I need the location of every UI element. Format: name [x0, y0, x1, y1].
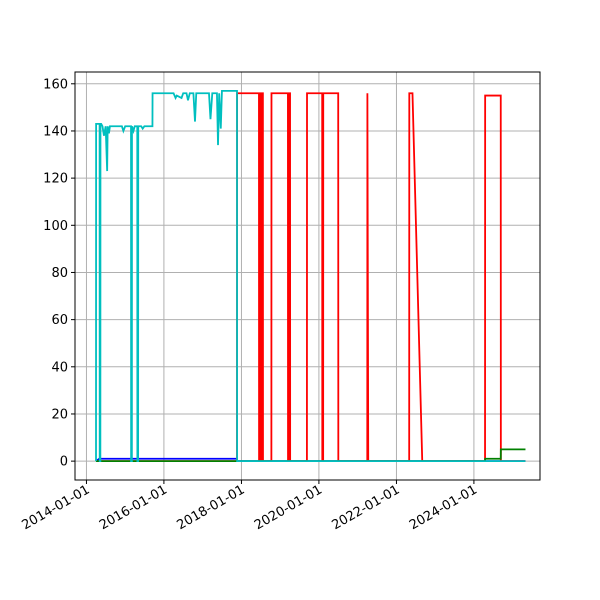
- y-tick-label: 20: [51, 407, 68, 422]
- y-tick-label: 160: [43, 77, 68, 92]
- y-tick-label: 0: [60, 455, 68, 470]
- series-line-3: [95, 89, 526, 463]
- y-tick-label: 80: [51, 266, 68, 281]
- plot-frame: [74, 71, 541, 481]
- y-tick-label: 60: [51, 313, 68, 328]
- y-tick-label: 140: [43, 124, 68, 139]
- y-tick-label: 100: [43, 219, 68, 234]
- series-layer: [95, 89, 526, 463]
- y-tick-label: 40: [51, 360, 68, 375]
- y-tick-label: 120: [43, 172, 68, 187]
